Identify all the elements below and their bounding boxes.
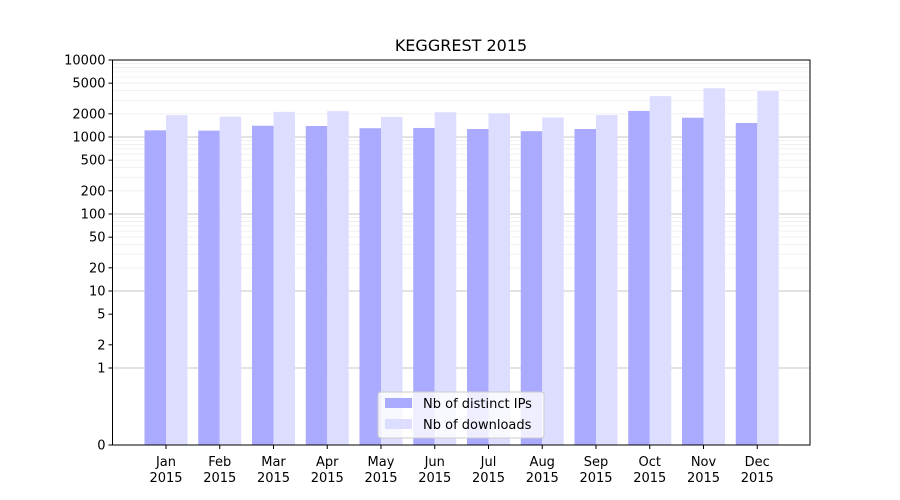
y-tick-label: 2000 (72, 107, 105, 122)
x-tick-label-apr: Apr 2015 (311, 455, 344, 486)
bar-distinct-ips-nov (682, 117, 704, 446)
y-tick-label: 100 (81, 208, 106, 223)
bar-downloads-sep (596, 115, 618, 445)
x-tick-label-may: May 2015 (364, 455, 397, 486)
bar-downloads-jan (166, 115, 188, 446)
x-tick-label-sep: Sep 2015 (579, 455, 612, 486)
chart-title: KEGGREST 2015 (395, 36, 527, 55)
legend-label-distinct-ips: Nb of distinct IPs (423, 397, 532, 412)
y-tick-label: 10000 (64, 54, 105, 69)
y-axis: 0 1 2 5 10 20 50 100 200 500 1000 2000 5000 10000 (64, 54, 113, 454)
bar-distinct-ips-sep (574, 129, 596, 445)
bar-distinct-ips-feb (198, 130, 220, 445)
bar-downloads-nov (703, 88, 725, 445)
bar-distinct-ips-jan (144, 130, 166, 446)
y-tick-label: 500 (81, 154, 106, 169)
x-tick-label-oct: Oct 2015 (633, 455, 666, 486)
x-tick-label-mar: Mar 2015 (257, 455, 290, 486)
bar-downloads-mar (273, 111, 295, 446)
bar-downloads-jul (488, 113, 510, 445)
bars (144, 88, 779, 446)
bar-downloads-may (381, 116, 403, 446)
bar-downloads-apr (327, 111, 349, 446)
x-tick-label-dec: Dec 2015 (741, 455, 774, 486)
y-tick-label: 1000 (72, 131, 105, 146)
bar-distinct-ips-apr (305, 125, 328, 446)
bar-downloads-aug (542, 117, 564, 445)
y-tick-label: 50 (89, 231, 106, 246)
y-tick-label: 5 (97, 308, 105, 323)
bar-distinct-ips-may (359, 128, 381, 445)
bar-distinct-ips-dec (735, 122, 758, 445)
y-tick-label: 1 (97, 362, 105, 377)
bar-distinct-ips-jul (467, 129, 489, 445)
bar-downloads-feb (219, 116, 242, 446)
legend-swatch-downloads (385, 419, 412, 429)
y-tick-label: 5000 (72, 77, 105, 92)
bar-downloads-jun (434, 112, 457, 445)
x-tick-label-jan: Jan 2015 (149, 455, 182, 486)
bar-distinct-ips-oct (628, 110, 650, 446)
plot-frame (112, 59, 811, 446)
legend-box (377, 391, 545, 439)
bar-downloads-oct (649, 96, 672, 446)
legend: Nb of distinct IPs Nb of downloads (377, 391, 545, 439)
bar-downloads-dec (757, 91, 779, 446)
x-tick-label-feb: Feb 2015 (203, 455, 236, 486)
x-tick-label-jul: Jul 2015 (472, 455, 505, 486)
y-tick-label: 0 (97, 439, 105, 454)
x-tick-label-nov: Nov 2015 (687, 455, 720, 486)
x-axis: Jan 2015 Feb 2015 Mar 2015 Apr 2015 May 2015 Jun 20… (149, 445, 774, 486)
x-tick-label-jun: Jun 2015 (418, 455, 451, 486)
bar-distinct-ips-aug (520, 131, 543, 446)
y-tick-label: 10 (89, 285, 106, 300)
x-tick-label-aug: Aug 2015 (526, 455, 559, 486)
legend-swatch-distinct-ips (385, 398, 412, 408)
y-tick-label: 200 (81, 184, 106, 199)
y-tick-label: 20 (89, 261, 106, 276)
bar-distinct-ips-jun (413, 127, 435, 446)
bar-distinct-ips-mar (252, 125, 274, 445)
y-tick-label: 2 (97, 338, 105, 353)
legend-label-downloads: Nb of downloads (423, 418, 532, 433)
